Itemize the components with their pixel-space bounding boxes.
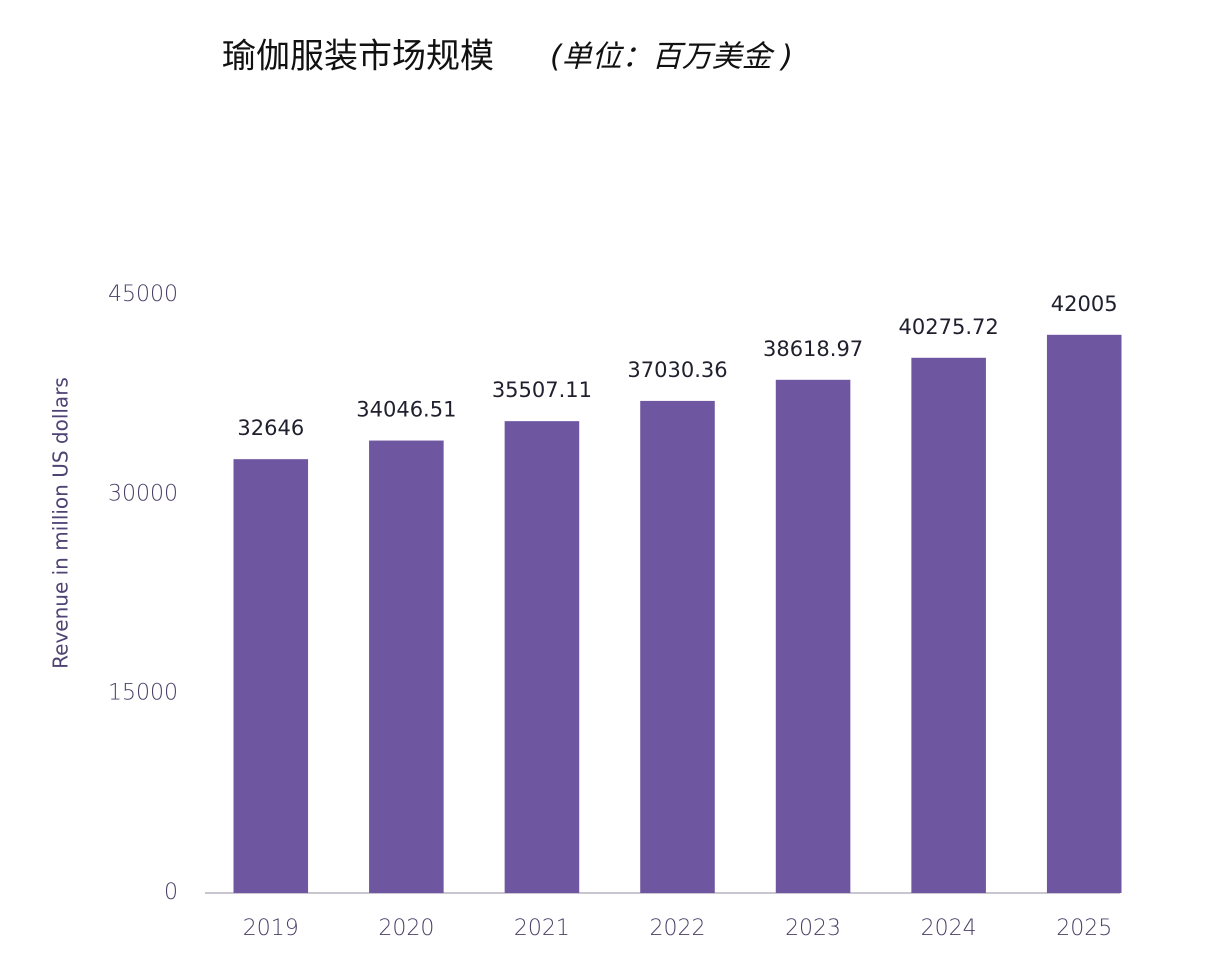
x-tick-label: 2024 <box>921 916 977 941</box>
x-tick-label: 2023 <box>785 916 841 941</box>
y-tick-label: 45000 <box>108 282 178 307</box>
y-axis-label: Revenue in million US dollars <box>49 377 73 669</box>
chart-subtitle: (单位：百万美金 ) <box>550 40 793 75</box>
data-label: 35507.11 <box>492 378 592 402</box>
x-tick-label: 2021 <box>514 916 570 941</box>
bar <box>775 379 851 894</box>
x-tick-label: 2022 <box>650 916 706 941</box>
chart-title: 瑜伽服装市场规模 <box>222 37 494 77</box>
bar <box>369 440 444 893</box>
data-label: 34046.51 <box>356 398 456 422</box>
data-label: 38618.97 <box>763 337 863 361</box>
x-tick-label: 2020 <box>378 916 434 941</box>
y-tick-label: 15000 <box>108 681 178 706</box>
bar <box>1046 334 1122 893</box>
y-tick-label: 30000 <box>108 481 178 506</box>
bar <box>911 357 986 894</box>
data-label: 42005 <box>1051 292 1118 316</box>
bar <box>233 459 309 893</box>
data-label: 40275.72 <box>899 315 999 339</box>
x-tick-label: 2019 <box>243 916 299 941</box>
bar <box>504 421 580 893</box>
bar <box>640 400 715 893</box>
data-label: 37030.36 <box>627 358 727 382</box>
data-label: 32646 <box>237 416 304 440</box>
x-tick-label: 2025 <box>1056 916 1112 941</box>
y-tick-label: 0 <box>164 880 178 905</box>
